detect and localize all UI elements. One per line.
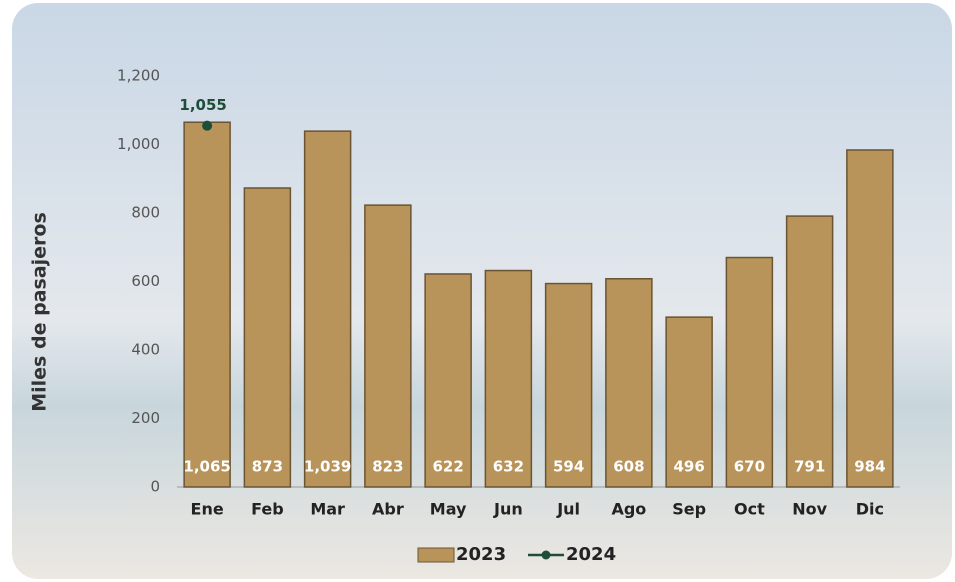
x-tick-label: Dic <box>856 500 884 519</box>
y-tick-label: 1,200 <box>117 67 160 85</box>
bar <box>726 258 772 487</box>
x-tick-label: Feb <box>251 500 284 519</box>
legend-swatch <box>418 548 454 562</box>
x-tick-label: Oct <box>734 500 765 519</box>
x-tick-label: Mar <box>310 500 345 519</box>
value-label: 823 <box>372 458 403 476</box>
value-label: 608 <box>613 458 644 476</box>
x-tick-label: May <box>430 500 467 519</box>
bar <box>606 279 652 487</box>
y-tick-label: 600 <box>131 272 160 290</box>
x-tick-label: Nov <box>792 500 827 519</box>
y-tick-label: 800 <box>131 204 160 222</box>
value-label: 1,055 <box>179 96 226 114</box>
x-tick-label: Jun <box>493 500 523 519</box>
bar <box>485 271 531 487</box>
bar <box>425 274 471 487</box>
value-label: 622 <box>432 458 463 476</box>
bar <box>184 122 230 487</box>
value-label: 873 <box>252 458 283 476</box>
x-tick-label: Ago <box>611 500 646 519</box>
x-tick-label: Ene <box>191 500 224 519</box>
value-label: 594 <box>553 458 584 476</box>
bar <box>787 216 833 487</box>
y-tick-label: 400 <box>131 341 160 359</box>
value-label: 984 <box>854 458 885 476</box>
bar <box>847 150 893 487</box>
x-tick-label: Abr <box>372 500 404 519</box>
bar <box>305 131 351 487</box>
y-tick-label: 200 <box>131 409 160 427</box>
y-axis-label: Miles de pasajeros <box>29 212 51 412</box>
chart: Miles de pasajeros 0 200 400 600 800 1,000 1,2… <box>0 0 955 582</box>
value-label: 632 <box>493 458 524 476</box>
value-label: 1,065 <box>183 458 230 476</box>
y-tick-label: 1,000 <box>117 135 160 153</box>
value-label: 791 <box>794 458 825 476</box>
value-label: 496 <box>673 458 704 476</box>
legend-swatch <box>542 551 551 560</box>
bar <box>365 205 411 487</box>
x-tick-label: Jul <box>556 500 580 519</box>
value-label: 1,039 <box>304 458 351 476</box>
y-tick-label: 0 <box>150 478 160 496</box>
legend-label: 2024 <box>566 544 616 565</box>
bar <box>244 188 290 487</box>
point <box>202 121 212 131</box>
value-label: 670 <box>734 458 765 476</box>
x-tick-label: Sep <box>672 500 706 519</box>
bar <box>546 284 592 487</box>
legend-label: 2023 <box>456 544 506 565</box>
